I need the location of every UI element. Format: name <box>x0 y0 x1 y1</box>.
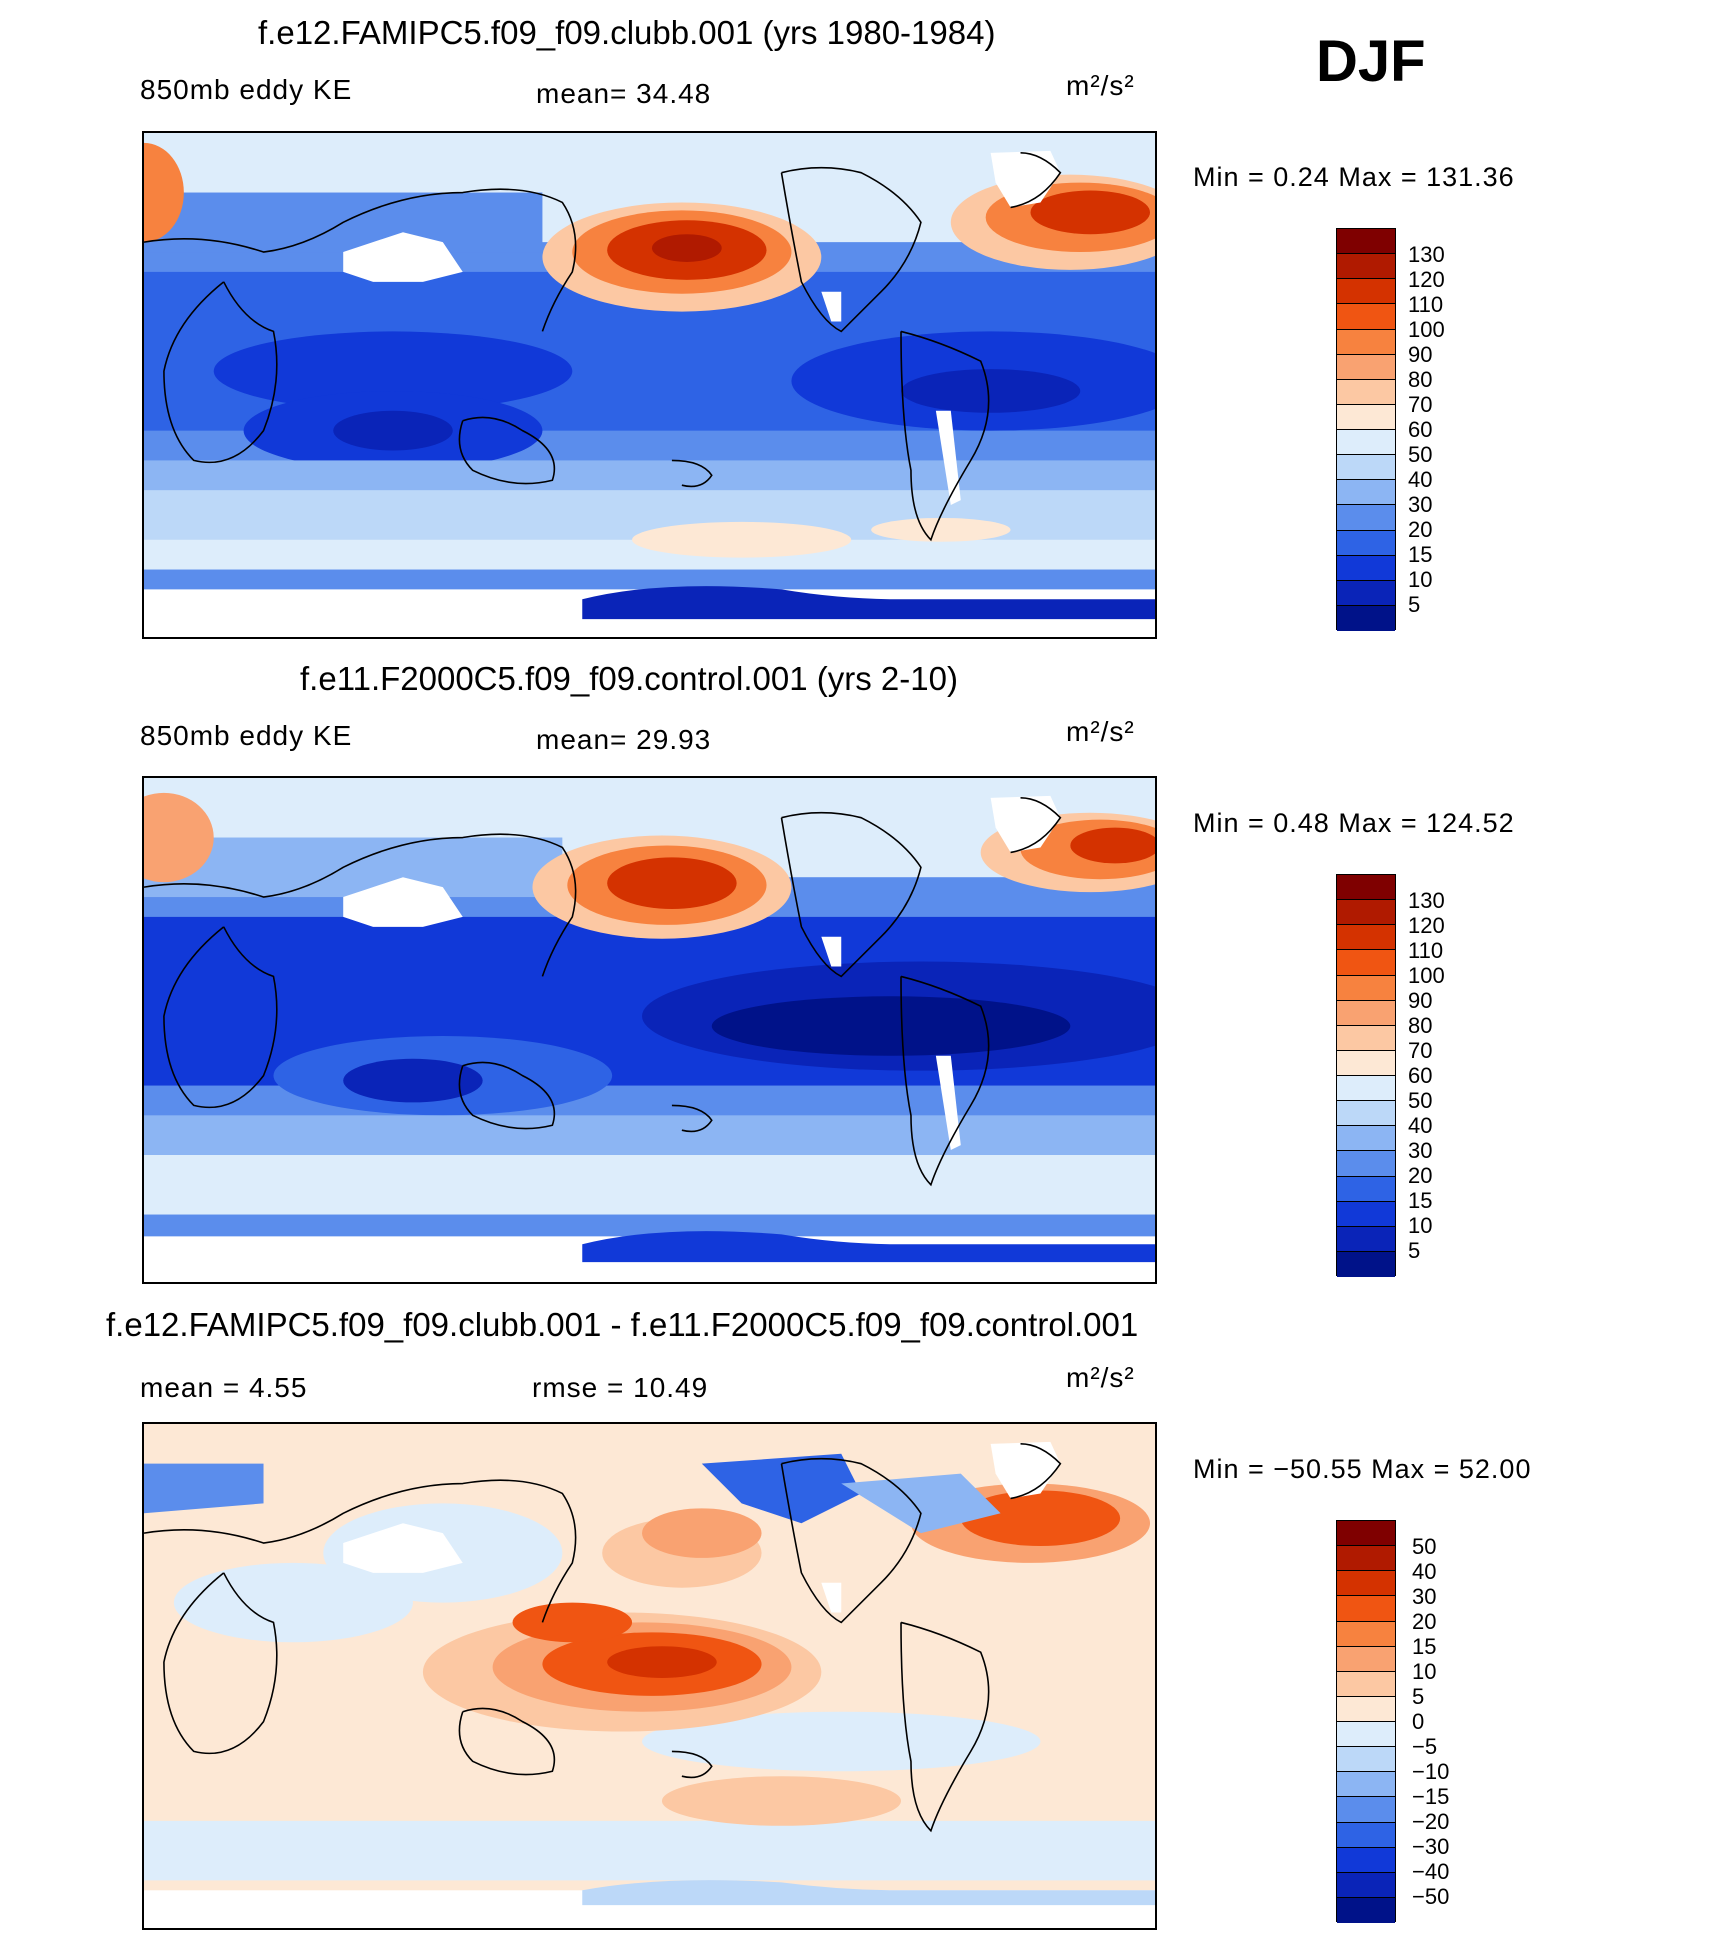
colorbar-tick-label: 40 <box>1408 1113 1433 1138</box>
panel-2-title: f.e11.F2000C5.f09_f09.control.001 (yrs 2… <box>300 660 958 697</box>
panel-1-colorbar <box>1336 228 1396 631</box>
colorbar-tick-label: 110 <box>1408 292 1444 317</box>
colorbar-tick-label: 50 <box>1408 1088 1433 1113</box>
colorbar-tick-label: 15 <box>1412 1634 1437 1659</box>
colorbar-tick-label: 15 <box>1408 542 1433 567</box>
colorbar-tick-label: 40 <box>1408 467 1433 492</box>
colorbar-tick-label: 120 <box>1408 913 1445 938</box>
panel-3-mean-label: mean = 4.55 <box>140 1372 308 1403</box>
panel-2-minmax: Min = 0.48 Max = 124.52 <box>1193 808 1515 838</box>
panel-1-minmax: Min = 0.24 Max = 131.36 <box>1193 162 1515 192</box>
colorbar-tick-label: 60 <box>1408 1063 1433 1088</box>
colorbar-tick-label: 10 <box>1408 567 1433 592</box>
colorbar-tick-label: 10 <box>1408 1213 1433 1238</box>
panel-1-colorbar-labels: 130 120 110 100 90 80 70 60 50 40 30 20 … <box>1408 242 1488 622</box>
colorbar-tick-label: 20 <box>1408 1163 1433 1188</box>
panel-3-units: m²/s² <box>1066 1362 1135 1393</box>
colorbar-tick-label: 20 <box>1412 1609 1437 1634</box>
colorbar-tick-label: −30 <box>1412 1834 1450 1859</box>
colorbar-tick-label: 100 <box>1408 963 1445 988</box>
season-label: DJF <box>1316 29 1426 94</box>
colorbar-tick-label: 30 <box>1408 492 1433 517</box>
colorbar-tick-label: 0 <box>1412 1709 1425 1734</box>
panel-2-units: m²/s² <box>1066 716 1135 747</box>
colorbar-tick-label: 40 <box>1412 1559 1437 1584</box>
panel-2-mean-label: mean= 29.93 <box>536 724 712 755</box>
panel-3-colorbar <box>1336 1520 1396 1923</box>
colorbar-tick-label: −5 <box>1412 1734 1438 1759</box>
panel-3-title: f.e12.FAMIPC5.f09_f09.clubb.001 - f.e11.… <box>106 1306 1139 1343</box>
colorbar-tick-label: 80 <box>1408 367 1433 392</box>
colorbar-tick-label: 5 <box>1408 592 1421 617</box>
panel-3-minmax: Min = −50.55 Max = 52.00 <box>1193 1454 1532 1484</box>
colorbar-tick-label: 120 <box>1408 267 1445 292</box>
panel-2-colorbar-labels: 130 120 110 100 90 80 70 60 50 40 30 20 … <box>1408 888 1488 1268</box>
colorbar-tick-label: −20 <box>1412 1809 1450 1834</box>
colorbar-tick-label: 60 <box>1408 417 1433 442</box>
colorbar-tick-label: −50 <box>1412 1884 1450 1909</box>
colorbar-tick-label: 5 <box>1412 1684 1425 1709</box>
panel-3-rmse-label: rmse = 10.49 <box>532 1372 709 1403</box>
colorbar-tick-label: 50 <box>1408 442 1433 467</box>
colorbar-tick-label: 20 <box>1408 517 1433 542</box>
colorbar-tick-label: 130 <box>1408 888 1445 913</box>
colorbar-tick-label: 80 <box>1408 1013 1433 1038</box>
panel-2-map <box>142 776 1157 1284</box>
colorbar-tick-label: 30 <box>1412 1584 1437 1609</box>
colorbar-tick-label: 90 <box>1408 988 1433 1013</box>
colorbar-tick-label: 90 <box>1408 342 1433 367</box>
colorbar-tick-label: 30 <box>1408 1138 1433 1163</box>
colorbar-tick-label: −40 <box>1412 1859 1450 1884</box>
colorbar-tick-label: 50 <box>1412 1534 1437 1559</box>
colorbar-tick-label: 130 <box>1408 242 1445 267</box>
panel-1-units: m²/s² <box>1066 70 1135 101</box>
panel-3-map <box>142 1422 1157 1930</box>
colorbar-tick-label: 5 <box>1408 1238 1421 1263</box>
colorbar-tick-label: 70 <box>1408 1038 1433 1063</box>
panel-1-map <box>142 131 1157 639</box>
colorbar-tick-label: 15 <box>1408 1188 1433 1213</box>
panel-2-variable-label: 850mb eddy KE <box>140 720 353 751</box>
panel-2-colorbar <box>1336 874 1396 1277</box>
panel-3-colorbar-labels: 50 40 30 20 15 10 5 0 −5 −10 −15 −20 −30… <box>1412 1534 1492 1914</box>
colorbar-tick-label: −15 <box>1412 1784 1450 1809</box>
colorbar-tick-label: 70 <box>1408 392 1433 417</box>
panel-1-mean-label: mean= 34.48 <box>536 78 712 109</box>
colorbar-tick-label: −10 <box>1412 1759 1450 1784</box>
colorbar-tick-label: 110 <box>1408 938 1444 963</box>
colorbar-tick-label: 10 <box>1412 1659 1437 1684</box>
panel-1-title: f.e12.FAMIPC5.f09_f09.clubb.001 (yrs 198… <box>258 14 996 51</box>
panel-1-variable-label: 850mb eddy KE <box>140 74 353 105</box>
colorbar-tick-label: 100 <box>1408 317 1445 342</box>
